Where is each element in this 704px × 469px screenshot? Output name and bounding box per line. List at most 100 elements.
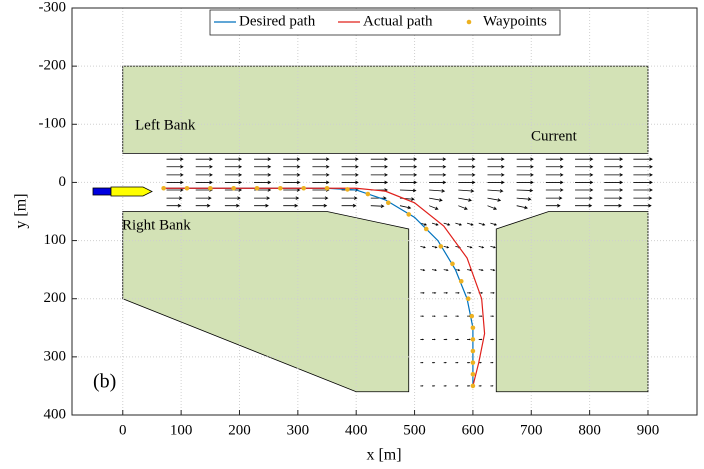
legend-label: Waypoints xyxy=(483,13,547,29)
current-arrow xyxy=(370,204,385,208)
x-tick-label: 200 xyxy=(228,422,251,438)
current-arrow xyxy=(604,173,624,177)
current-arrow xyxy=(429,197,443,202)
current-arrow xyxy=(443,385,447,387)
current-arrow xyxy=(633,157,653,161)
current-arrow xyxy=(487,180,505,185)
x-axis-label: x [m] xyxy=(366,447,401,464)
current-arrow xyxy=(575,203,593,208)
waypoint xyxy=(208,185,213,191)
current-arrow xyxy=(429,189,446,193)
waypoint xyxy=(470,383,476,389)
current-arrow xyxy=(420,361,424,364)
current-arrow xyxy=(166,157,184,161)
current-arrow xyxy=(545,173,564,177)
waypoint xyxy=(438,244,444,249)
y-tick-label: -300 xyxy=(39,0,67,15)
current-arrow xyxy=(458,205,468,210)
current-arrow xyxy=(633,203,652,208)
current-arrow xyxy=(195,203,211,208)
current-arrow xyxy=(254,180,272,185)
waypoint xyxy=(470,325,476,331)
current-arrow xyxy=(432,269,437,272)
current-arrow xyxy=(633,188,653,192)
current-arrow xyxy=(283,173,301,177)
current-arrow xyxy=(478,338,483,341)
bank-region xyxy=(122,211,410,393)
current-arrow xyxy=(224,164,243,169)
current-arrow xyxy=(420,245,426,249)
current-arrow xyxy=(341,196,358,200)
current-arrow xyxy=(545,203,561,208)
legend: Desired path Actual path Waypoints xyxy=(209,9,561,36)
current-arrow xyxy=(478,315,483,317)
current-arrow xyxy=(545,157,564,161)
current-arrow xyxy=(254,196,271,200)
current-arrow xyxy=(195,196,212,200)
current-arrow xyxy=(341,203,357,208)
x-tick-label: 800 xyxy=(578,422,601,438)
current-arrow xyxy=(431,245,438,249)
current-arrow xyxy=(575,157,594,161)
current-arrow xyxy=(455,385,459,387)
waypoint xyxy=(470,348,476,354)
current-arrow xyxy=(254,173,272,177)
series xyxy=(161,185,486,389)
current-arrow xyxy=(575,180,594,185)
current-arrow xyxy=(545,196,563,200)
current-arrow xyxy=(420,315,425,317)
current-arrow xyxy=(443,269,449,272)
waypoint xyxy=(365,191,371,197)
current-arrow xyxy=(478,385,482,387)
y-tick-label: 100 xyxy=(44,232,67,248)
current-arrow xyxy=(467,361,471,364)
current-arrow xyxy=(195,173,213,177)
current-arrow xyxy=(166,203,182,208)
current-arrow xyxy=(466,245,473,249)
current-arrow xyxy=(455,315,460,317)
current-arrow xyxy=(516,197,532,201)
current-arrow xyxy=(575,196,593,200)
current-arrow xyxy=(432,361,436,364)
current-arrow xyxy=(399,188,417,193)
current-arrow xyxy=(490,385,494,387)
current-arrow xyxy=(429,173,447,177)
current-arrow xyxy=(429,164,447,169)
y-tick-label: 0 xyxy=(59,174,67,190)
current-arrow xyxy=(431,222,439,226)
current-arrow xyxy=(633,180,653,185)
current-arrow xyxy=(370,157,388,161)
current-arrow xyxy=(458,197,472,202)
y-tick-label: 400 xyxy=(44,406,67,422)
bank-region xyxy=(495,211,649,393)
vessel-hull xyxy=(110,186,153,197)
current-arrow xyxy=(467,338,471,341)
current-arrow xyxy=(420,291,425,294)
waypoint xyxy=(231,185,236,191)
current-arrow xyxy=(604,180,624,185)
waypoint xyxy=(465,296,471,302)
current-arrow xyxy=(283,203,299,208)
current-arrow xyxy=(466,222,474,226)
x-tick-label: 500 xyxy=(403,422,426,438)
current-arrow xyxy=(516,180,534,185)
x-tick-label: 600 xyxy=(462,422,485,438)
waypoint xyxy=(184,185,190,191)
current-arrow xyxy=(487,157,505,161)
current-arrow xyxy=(633,196,653,200)
x-tick-label: 100 xyxy=(170,422,193,438)
current-arrow xyxy=(312,157,330,161)
current-arrow xyxy=(224,173,243,177)
current-arrow xyxy=(478,269,484,272)
current-arrow xyxy=(399,157,418,161)
current-arrow xyxy=(312,180,330,185)
current-arrow xyxy=(224,203,240,208)
current-arrow xyxy=(429,157,447,161)
current-arrow xyxy=(490,291,495,294)
current-arrow xyxy=(341,157,359,161)
waypoint xyxy=(450,261,455,267)
waypoint xyxy=(470,372,476,377)
current-arrow xyxy=(490,269,496,272)
y-tick-label: -100 xyxy=(39,116,67,132)
current-arrow xyxy=(516,157,534,161)
